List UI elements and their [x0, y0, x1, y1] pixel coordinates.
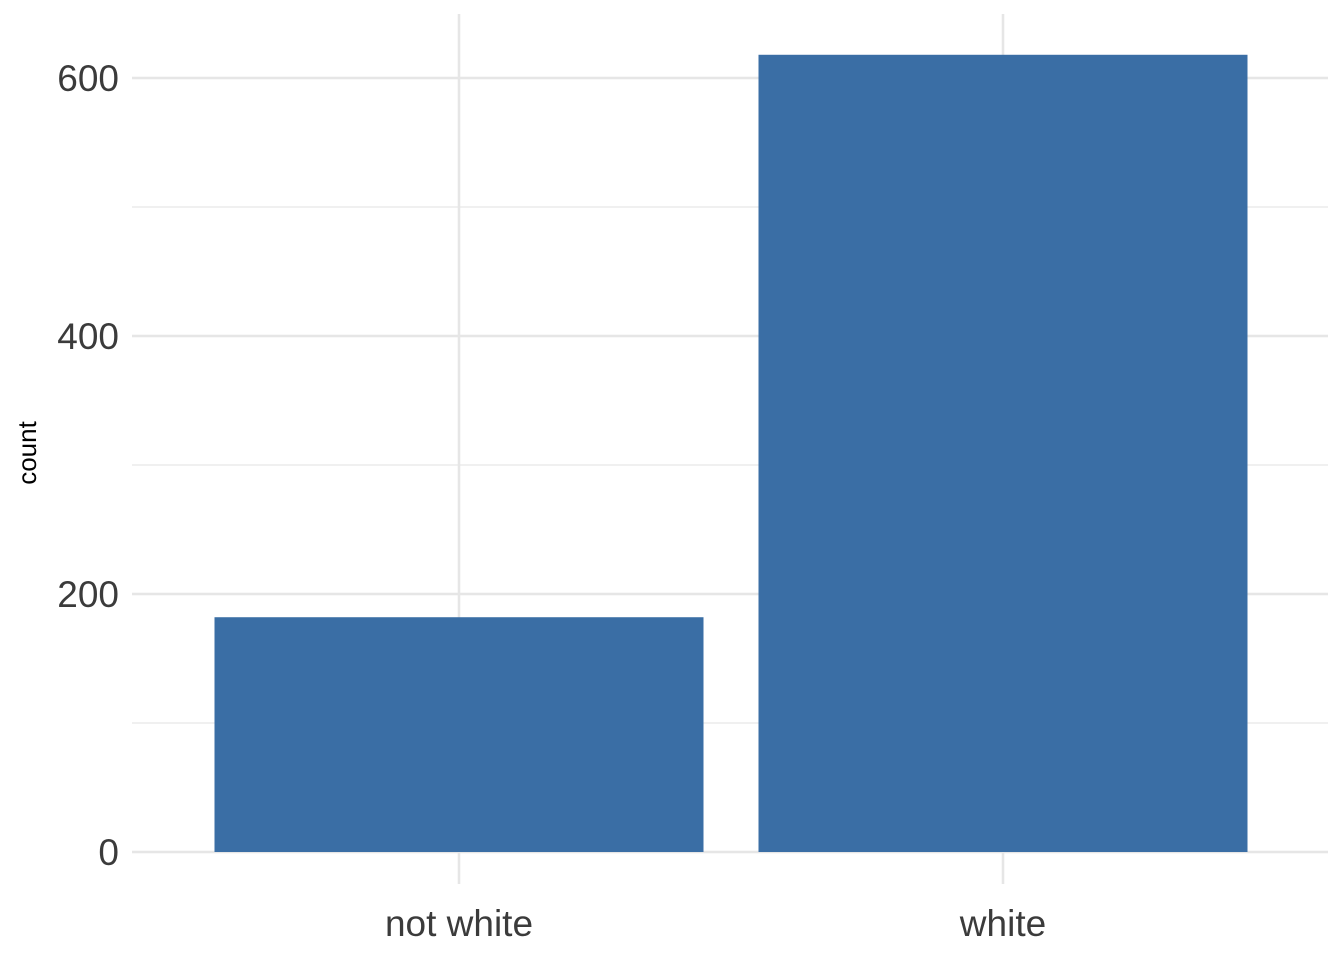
x-tick-label: not white [385, 903, 533, 944]
y-tick-label: 400 [57, 316, 119, 357]
bar-not-white [214, 617, 704, 852]
y-tick-label: 200 [57, 574, 119, 615]
x-tick-label: white [959, 903, 1046, 944]
bar-white [758, 54, 1248, 852]
labels-layer: 0 200 400 600 not white white [57, 58, 1046, 944]
y-tick-label: 600 [57, 58, 119, 99]
y-tick-label: 0 [98, 832, 119, 873]
y-axis-title: count [12, 420, 42, 484]
bars-layer [214, 54, 1248, 852]
